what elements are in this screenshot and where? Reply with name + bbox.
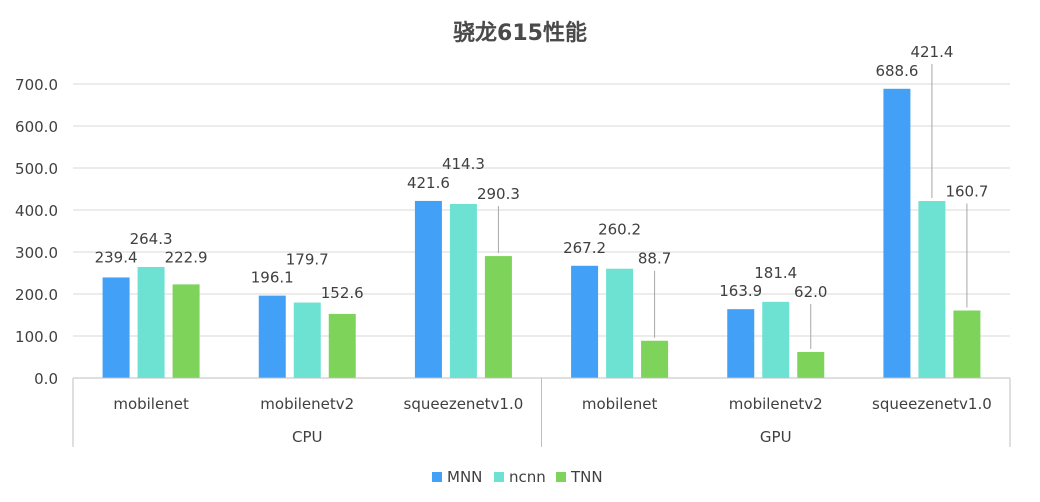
legend: MNN ncnn TNN [432, 468, 603, 486]
data-label: 414.3 [442, 155, 485, 173]
x-tick-label: mobilenetv2 [729, 395, 823, 413]
y-axis-ticks: 0.0 100.0 200.0 300.0 400.0 500.0 600.0 700.0 [15, 76, 58, 388]
data-label: 196.1 [251, 269, 294, 287]
data-label: 239.4 [95, 248, 138, 266]
bar-mnn [414, 200, 442, 378]
x-tick-label: squeezenetv1.0 [404, 395, 524, 413]
y-tick-label: 700.0 [15, 76, 58, 94]
legend-label: TNN [570, 468, 603, 486]
data-label: 421.6 [407, 174, 450, 192]
bar-ncnn [449, 203, 477, 378]
bar-ncnn [293, 302, 321, 378]
y-tick-label: 500.0 [15, 160, 58, 178]
x-group-label: CPU [292, 428, 323, 446]
legend-swatch-tnn [556, 472, 566, 482]
data-label: 88.7 [638, 250, 671, 268]
bar-tnn [172, 284, 200, 378]
y-tick-label: 300.0 [15, 244, 58, 262]
data-label: 163.9 [719, 282, 762, 300]
legend-swatch-ncnn [494, 472, 504, 482]
bar-mnn [571, 265, 599, 378]
data-label: 260.2 [598, 221, 641, 239]
data-label: 152.6 [321, 284, 364, 302]
data-label: 62.0 [794, 283, 827, 301]
legend-label: MNN [447, 468, 482, 486]
y-tick-label: 0.0 [34, 370, 58, 388]
x-group-label: GPU [760, 428, 792, 446]
bar-ncnn [762, 301, 790, 378]
x-tick-label: squeezenetv1.0 [872, 395, 992, 413]
x-tick-label: mobilenetv2 [260, 395, 354, 413]
legend-swatch-mnn [432, 472, 442, 482]
bar-tnn [953, 310, 981, 378]
x-tick-label: mobilenet [582, 395, 658, 413]
y-tick-label: 400.0 [15, 202, 58, 220]
y-tick-label: 600.0 [15, 118, 58, 136]
x-axis: mobilenet mobilenetv2 squeezenetv1.0 mobile… [72, 377, 1011, 447]
data-label: 160.7 [945, 183, 988, 201]
bar-ncnn [137, 266, 165, 378]
bar-mnn [102, 277, 130, 378]
bar-mnn [727, 309, 755, 378]
data-label: 267.2 [563, 239, 606, 257]
bar-tnn [328, 313, 356, 378]
bar-tnn [484, 256, 512, 378]
data-label: 264.3 [130, 230, 173, 248]
y-tick-label: 200.0 [15, 286, 58, 304]
bar-mnn [883, 88, 911, 379]
data-label: 290.3 [477, 185, 520, 203]
data-label: 181.4 [754, 264, 797, 282]
y-tick-label: 100.0 [15, 328, 58, 346]
bar-tnn [797, 351, 825, 378]
bar-ncnn [918, 201, 946, 378]
chart-title: 骁龙615性能 [453, 20, 587, 46]
data-label: 179.7 [286, 251, 329, 269]
bars [102, 88, 981, 379]
data-label: 421.4 [910, 43, 953, 61]
bar-tnn [641, 340, 669, 378]
label-leader-lines [497, 64, 968, 349]
bar-ncnn [606, 268, 634, 378]
legend-label: ncnn [509, 468, 546, 486]
data-label: 688.6 [875, 62, 918, 80]
bar-mnn [258, 295, 286, 378]
data-label: 222.9 [165, 248, 208, 266]
x-tick-label: mobilenet [113, 395, 189, 413]
gridlines [73, 83, 1010, 337]
